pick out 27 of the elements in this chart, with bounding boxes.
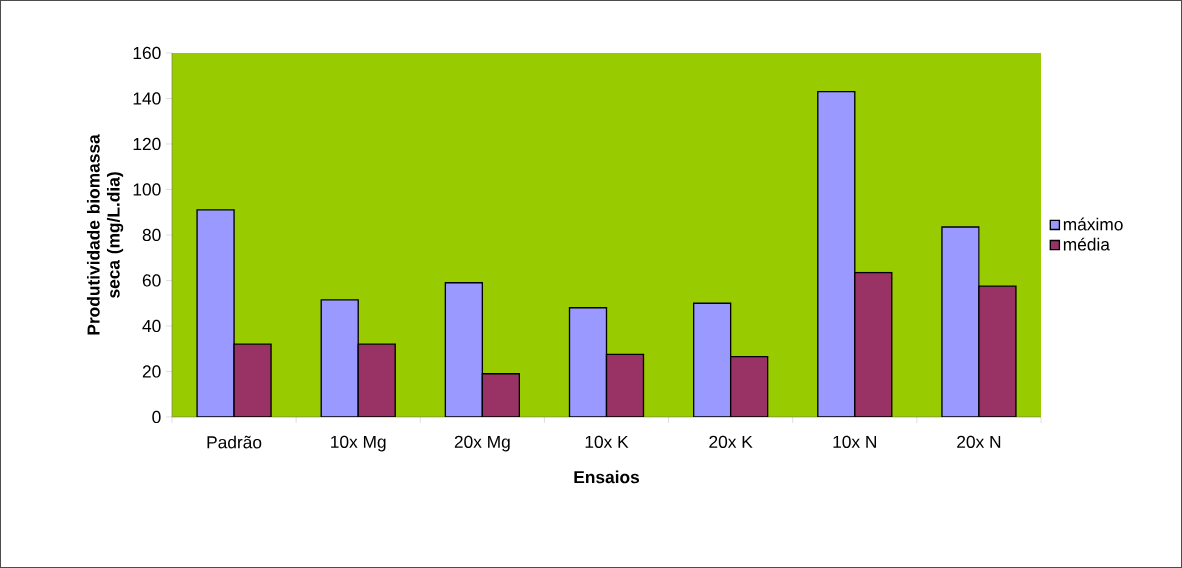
- x-axis-title: Ensaios: [574, 470, 640, 484]
- y-tick-label: 20: [142, 365, 161, 378]
- x-tick-label: Padrão: [207, 435, 262, 449]
- legend-label: média: [1063, 237, 1110, 251]
- x-tick-label: 10x Mg: [331, 435, 386, 452]
- bar: [692, 302, 732, 417]
- y-tick-label: 100: [133, 183, 161, 196]
- bar: [444, 282, 484, 417]
- x-tick-label: 10x K: [585, 435, 629, 448]
- y-tick-label: 120: [133, 137, 161, 151]
- bar: [320, 299, 359, 417]
- x-tick-label: 20x K: [709, 435, 753, 448]
- y-axis-title: Produtividade biomassa seca (mg/L.dia): [86, 134, 124, 335]
- x-tick-label: 20x Mg: [454, 435, 510, 452]
- bar: [196, 209, 235, 417]
- y-tick-label: 60: [142, 274, 161, 287]
- x-tick-label: 10x N: [833, 435, 876, 448]
- y-tick-label: 80: [142, 228, 161, 242]
- legend-label: máximo: [1063, 217, 1123, 231]
- y-tick-label: 0: [152, 410, 161, 424]
- bar: [817, 90, 856, 417]
- y-tick-label: 160: [133, 46, 161, 60]
- y-tick-label: 40: [142, 319, 161, 333]
- y-tick-label: 140: [133, 92, 161, 105]
- x-tick-label: 20x N: [957, 435, 1001, 448]
- bar: [568, 307, 608, 417]
- bar: [941, 226, 980, 417]
